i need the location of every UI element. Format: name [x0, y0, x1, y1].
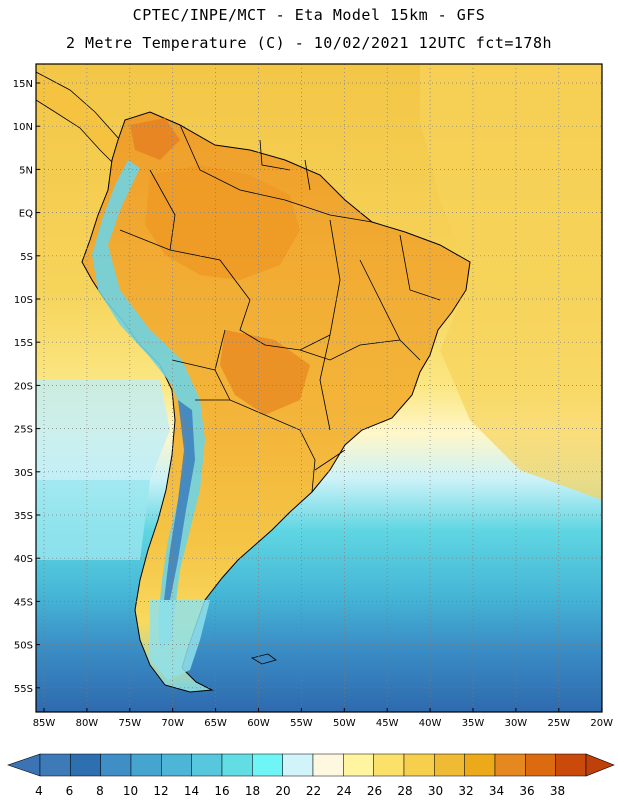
lat-label: 25S [14, 425, 33, 436]
lon-label: 30W [505, 718, 528, 729]
colorbar-swatch [130, 753, 162, 777]
map-title-line-1: CPTEC/INPE/MCT - Eta Model 15km - GFS [132, 6, 486, 24]
lon-label: 40W [419, 718, 442, 729]
lat-label: EQ [19, 209, 33, 220]
lon-label: 45W [376, 718, 399, 729]
colorbar-swatch [100, 753, 132, 777]
colorbar-swatch [161, 753, 192, 777]
colorbar-label: 26 [367, 784, 382, 798]
lat-label: 10N [13, 122, 33, 133]
amazon-hot-region [145, 165, 300, 280]
colorbar-swatch [434, 753, 465, 777]
colorbar-low-arrow [7, 753, 41, 777]
lat-label: 55S [14, 684, 33, 695]
lon-label: 35W [462, 718, 485, 729]
colorbar-swatch [343, 753, 374, 777]
colorbar-swatch [373, 753, 405, 777]
colorbar-swatch [494, 753, 526, 777]
colorbar: 4 6 8 10 12 14 16 18 20 22 24 26 28 30 32 34 36 38 [7, 753, 615, 798]
lon-label: 85W [33, 718, 56, 729]
colorbar-swatch [191, 753, 223, 777]
lat-lon-grid [36, 64, 602, 712]
country-borders [119, 124, 441, 493]
colorbar-label: 6 [66, 784, 74, 798]
lat-label: 45S [14, 597, 33, 608]
atlantic-warm-region [420, 64, 602, 500]
lat-label: 10S [14, 295, 33, 306]
colorbar-label: 4 [35, 784, 43, 798]
map-field [36, 64, 602, 712]
colorbar-label: 16 [214, 784, 229, 798]
colorbar-swatch [221, 753, 253, 777]
colorbar-label: 20 [275, 784, 290, 798]
lon-label: 55W [290, 718, 313, 729]
colorbar-label: 12 [153, 784, 168, 798]
colorbar-swatch [39, 753, 71, 777]
lat-label: 40S [14, 554, 33, 565]
colorbar-swatch [464, 753, 496, 777]
lat-label: 20S [14, 381, 33, 392]
colorbar-label: 30 [428, 784, 443, 798]
falkland-islands [250, 653, 277, 665]
colorbar-label: 38 [550, 784, 565, 798]
lon-label: 20W [590, 718, 613, 729]
colorbar-label: 24 [336, 784, 351, 798]
colorbar-label: 36 [519, 784, 534, 798]
lat-label: 50S [14, 641, 33, 652]
colorbar-label: 22 [306, 784, 321, 798]
lon-label: 25W [547, 718, 570, 729]
colorbar-high-arrow [585, 753, 615, 777]
map-title-line-2: 2 Metre Temperature (C) - 10/02/2021 12U… [65, 34, 553, 52]
lon-label: 70W [161, 718, 184, 729]
lon-label: 75W [118, 718, 141, 729]
colorbar-label: 10 [123, 784, 138, 798]
lat-label: 15S [14, 338, 33, 349]
colorbar-label: 18 [245, 784, 260, 798]
lon-label: 80W [76, 718, 99, 729]
colorbar-swatch [403, 753, 435, 777]
colorbar-label: 14 [184, 784, 199, 798]
lat-label: 30S [14, 468, 33, 479]
lat-label: 35S [14, 511, 33, 522]
longitude-labels: 85W 80W 75W 70W 65W 60W 55W 50W 45W 40W 35W 30W 25W 2… [33, 708, 613, 729]
lat-label: 5N [19, 165, 33, 176]
latitude-labels: 15N 10N 5N EQ 5S 10S 15S 20S 25S 30S 35S 40S 45S 50S 5… [13, 79, 40, 695]
lat-label: 5S [20, 252, 33, 263]
lat-label: 15N [13, 79, 33, 90]
colorbar-label: 28 [397, 784, 412, 798]
colorbar-swatch [252, 753, 283, 777]
lon-label: 65W [204, 718, 227, 729]
colorbar-label: 8 [96, 784, 104, 798]
colorbar-label: 34 [489, 784, 504, 798]
colorbar-swatch [282, 753, 314, 777]
lon-label: 60W [247, 718, 270, 729]
patagonia-cool-region [150, 600, 210, 680]
andes-peak-coldest [164, 400, 195, 600]
lon-label: 50W [333, 718, 356, 729]
colorbar-swatch [70, 753, 101, 777]
colorbar-swatch [525, 753, 556, 777]
pacific-cool-region [36, 380, 170, 480]
pacific-cold-region [36, 480, 150, 560]
venezuela-hot-region [130, 118, 180, 160]
chaco-hot-region [220, 330, 310, 415]
map-frame [35, 63, 603, 713]
colorbar-label: 32 [458, 784, 473, 798]
colorbar-swatch [312, 753, 344, 777]
colorbar-swatch [555, 753, 587, 777]
